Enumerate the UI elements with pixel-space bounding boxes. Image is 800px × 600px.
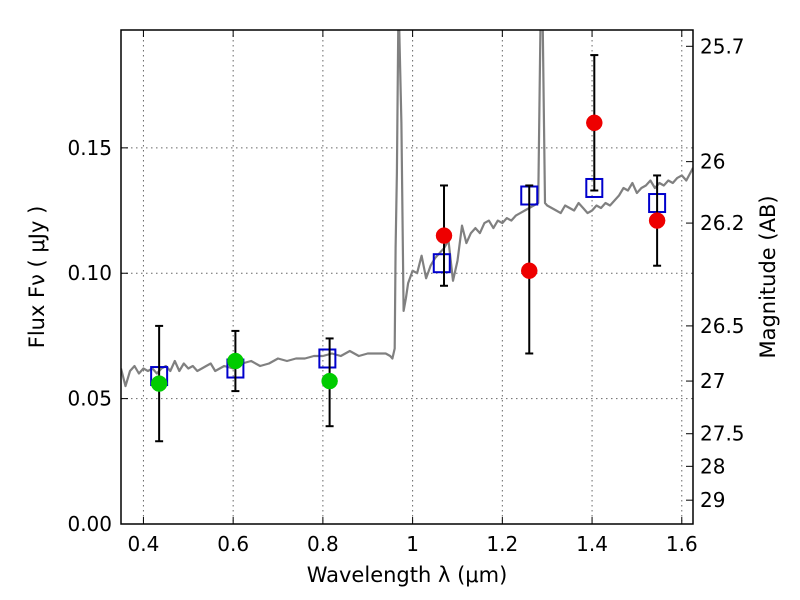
magnitude-tick-label: 29: [700, 488, 725, 512]
magnitude-tick-label: 28: [700, 454, 725, 478]
y-tick-label: 0.05: [67, 387, 112, 411]
nir-photometry-point: [648, 212, 666, 229]
x-axis-title: Wavelength λ (μm): [307, 563, 508, 587]
ticks: 0.4 0.6 0.8 1 1.2 1.4 1.6 0.00 0.05 0.10 0.15 25.7 2…: [67, 30, 745, 556]
model-sed-line: [121, 30, 693, 388]
y-tick-label: 0.15: [67, 136, 112, 160]
optical-photometry-point: [150, 375, 168, 392]
plot-frame: [120, 29, 694, 525]
nir-photometry-point: [521, 262, 538, 279]
magnitude-tick-label: 26.2: [700, 211, 745, 235]
y-axis-title: Flux Fν ( μJy ): [25, 206, 49, 349]
nir-photometry-point: [586, 114, 603, 132]
plot-data: [121, 30, 693, 443]
nir-photometry-point: [435, 227, 453, 244]
x-tick-label: 1.2: [486, 532, 518, 556]
x-tick-label: 0.8: [307, 532, 339, 556]
y-tick-label: 0.00: [67, 512, 112, 536]
model-photometry-square: [432, 253, 451, 274]
magnitude-tick-label: 26.5: [700, 314, 745, 338]
optical-photometry-point: [227, 352, 244, 370]
x-tick-label: 1.4: [576, 532, 608, 556]
x-tick-label: 0.4: [128, 532, 160, 556]
optical-photometry-point: [321, 372, 338, 390]
x-tick-label: 0.6: [217, 532, 249, 556]
magnitude-tick-label: 26: [700, 150, 725, 174]
magnitude-tick-label: 25.7: [700, 34, 745, 58]
y-tick-label: 0.10: [67, 261, 112, 285]
magnitude-tick-label: 27.5: [700, 422, 745, 446]
model-photometry-square: [318, 348, 337, 369]
x-tick-label: 1: [406, 532, 419, 556]
right-axis-title: Magnitude (AB): [756, 195, 780, 358]
magnitude-tick-label: 27: [700, 369, 725, 393]
x-tick-label: 1.6: [666, 532, 698, 556]
